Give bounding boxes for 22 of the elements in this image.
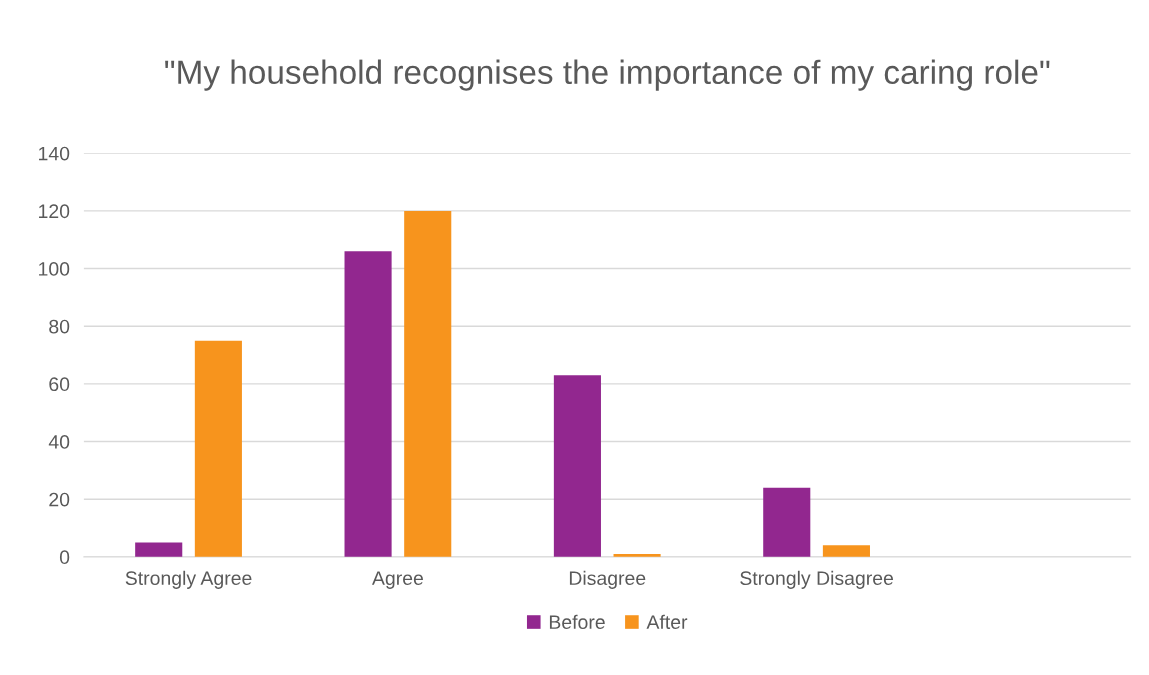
legend-label: After <box>646 614 688 630</box>
bar <box>553 375 601 557</box>
y-tick-label: 140 <box>39 146 70 161</box>
x-tick-label: Disagree <box>569 570 646 589</box>
legend-label: Before <box>549 614 605 630</box>
y-tick-label: 40 <box>48 435 70 449</box>
bar <box>344 251 392 557</box>
x-tick-label: Strongly Agree <box>125 570 252 589</box>
y-tick-label: 20 <box>49 492 70 507</box>
y-tick-label: 60 <box>49 377 70 392</box>
bar <box>763 487 811 557</box>
chart-title: "My household recognises the importance of my caring role" <box>165 59 1050 91</box>
bar <box>135 542 183 557</box>
y-tick-label: 100 <box>39 262 70 276</box>
bar <box>822 545 870 557</box>
bar <box>404 210 452 557</box>
y-tick-label: 0 <box>59 550 70 565</box>
x-tick-label: Agree <box>372 571 423 589</box>
x-tick-label: Strongly Disagree <box>740 570 894 589</box>
y-tick-label: 80 <box>49 319 70 334</box>
bar <box>194 340 242 557</box>
y-tick-label: 120 <box>39 204 70 219</box>
